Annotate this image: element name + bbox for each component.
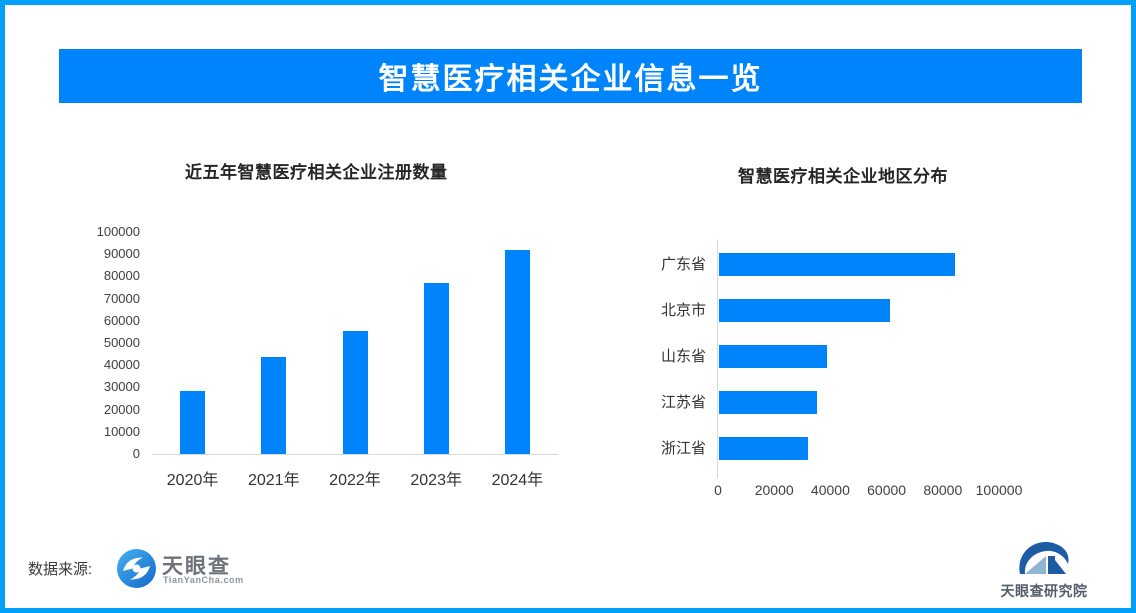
y-axis-tick-label: 30000 [103,379,140,395]
y-axis-tick-label: 80000 [103,268,140,284]
research-institute-logo: 天眼查研究院 [1000,540,1088,599]
bar-2023年 [423,283,449,454]
bar-浙江省 [719,437,808,460]
category-label: 山东省 [660,348,706,365]
data-source-label: 数据来源: [28,561,93,578]
category-label: 浙江省 [660,440,706,457]
bar-江苏省 [719,391,818,414]
x-axis-category-label: 2023年 [410,472,462,489]
x-axis-tick-label: 20000 [754,482,794,498]
research-institute-wordmark: 天眼查研究院 [1000,583,1088,599]
category-label: 北京市 [660,302,706,319]
x-axis-tick-label: 100000 [975,482,1023,498]
x-axis-tick-label: 80000 [923,482,963,498]
y-axis-tick-label: 0 [132,446,140,461]
region-distribution-bar-chart: 广东省北京市山东省江苏省浙江省 0 20000 40000 60000 80000 1000… [661,240,1022,498]
y-axis-tick-label: 40000 [103,357,140,373]
x-axis-tick-label: 0 [714,482,722,498]
y-axis-tick-label: 100000 [96,224,140,239]
right-chart-title: 智慧医疗相关企业地区分布 [738,167,948,186]
x-axis-category-label: 2024年 [491,472,544,489]
y-axis-tick-label: 90000 [103,246,140,262]
tianyancha-domain: TianYanCha.com [163,575,244,585]
y-axis-tick-label: 20000 [103,401,140,417]
y-axis-tick-label: 10000 [103,423,140,439]
x-axis-tick-label: 40000 [810,482,850,498]
x-axis-category-label: 2021年 [247,472,300,489]
bar-2020年 [180,390,206,454]
bar-广东省 [719,253,956,276]
left-chart-title: 近五年智慧医疗相关企业注册数量 [185,163,448,182]
registrations-bar-chart: 0 10000 20000 30000 40000 50000 60000 70000 8000… [97,224,558,489]
bar-山东省 [719,345,828,368]
x-axis-category-label: 2020年 [166,472,219,489]
bar-2021年 [261,357,287,454]
y-axis-tick-label: 60000 [103,312,140,328]
y-axis-tick-label: 50000 [103,335,140,350]
bar-2024年 [504,249,530,454]
bar-2022年 [342,331,368,454]
y-axis-tick-label: 70000 [103,290,140,306]
x-axis-tick-label: 60000 [867,482,907,498]
category-label: 江苏省 [660,394,706,411]
tianyancha-wordmark: 天眼查 [162,555,231,578]
header-banner: 智慧医疗相关企业信息一览 [59,49,1082,103]
tianyancha-logo: 天眼查 TianYanCha.com [116,548,243,590]
category-label: 广东省 [660,256,706,273]
tianyancha-eye-icon [116,548,157,589]
x-axis-category-label: 2022年 [329,472,381,489]
page-title: 智慧医疗相关企业信息一览 [378,63,763,96]
bar-北京市 [719,299,891,322]
research-institute-icon [1015,540,1073,578]
